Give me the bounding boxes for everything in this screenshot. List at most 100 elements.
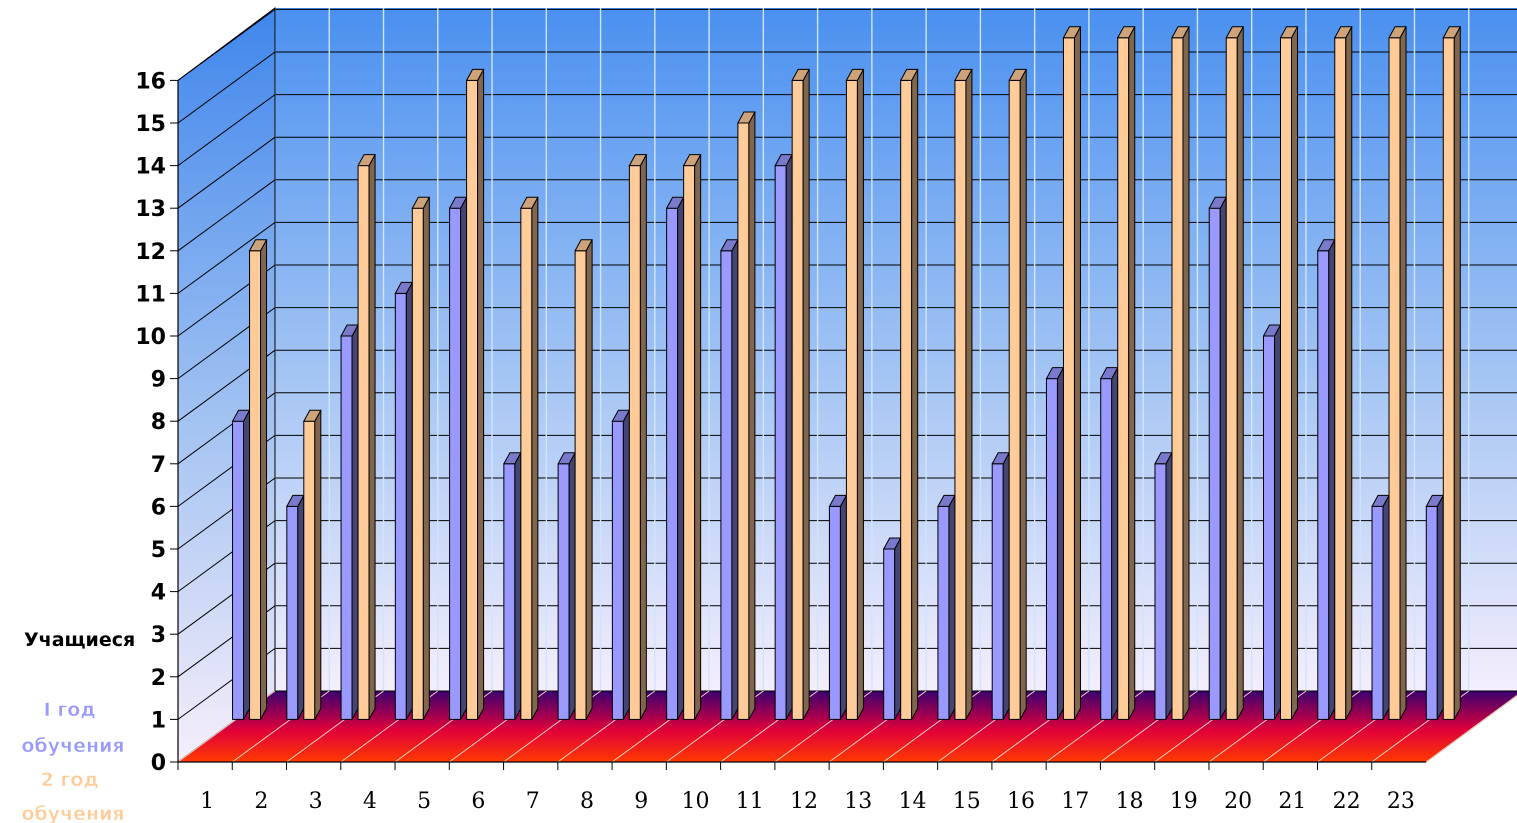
bar-s2-6 xyxy=(520,196,539,720)
bar-front xyxy=(1225,37,1238,720)
bar-side xyxy=(1345,26,1353,720)
bar-top xyxy=(737,111,756,124)
bar-side xyxy=(1399,26,1407,720)
x-tick-1: 1 xyxy=(200,789,214,814)
bar-s1-6 xyxy=(503,452,522,720)
bar-front xyxy=(937,505,950,720)
bar-side xyxy=(948,495,956,720)
bar-top xyxy=(248,239,268,252)
bars xyxy=(231,26,1462,720)
bar-s2-22 xyxy=(1388,26,1407,720)
y-tick-1: 1 xyxy=(151,708,166,733)
x-tick-5: 5 xyxy=(417,789,431,814)
bar-top xyxy=(1116,26,1136,39)
x-tick-19: 19 xyxy=(1170,789,1198,814)
bar-side xyxy=(1436,495,1444,720)
x-tick-8: 8 xyxy=(580,789,594,814)
x-tick-11: 11 xyxy=(736,789,764,814)
y-tick-15: 15 xyxy=(135,112,166,137)
bar-top xyxy=(899,68,919,81)
bar-top xyxy=(1062,26,1082,39)
x-tick-10: 10 xyxy=(681,789,709,814)
bar-s2-16 xyxy=(1062,26,1082,720)
bar-side xyxy=(1291,26,1299,720)
bar-front xyxy=(557,463,570,720)
y-tick-14: 14 xyxy=(135,155,166,180)
bar-s2-17 xyxy=(1116,26,1136,720)
y-tick-10: 10 xyxy=(135,325,166,350)
x-tick-18: 18 xyxy=(1116,789,1144,814)
bar-s2-9 xyxy=(682,154,702,720)
x-tick-13: 13 xyxy=(844,789,872,814)
bar-s1-9 xyxy=(665,196,685,720)
bar-side xyxy=(243,409,251,720)
bar-s2-2 xyxy=(302,409,322,720)
bar-side xyxy=(894,537,902,720)
y-tick-11: 11 xyxy=(135,282,166,307)
bar-side xyxy=(1165,452,1173,720)
bar-s2-4 xyxy=(411,196,431,720)
bar-front xyxy=(737,122,750,720)
bar-side xyxy=(1128,26,1136,720)
bar-front xyxy=(791,79,804,720)
gridline-side xyxy=(177,94,276,167)
x-tick-16: 16 xyxy=(1007,789,1035,814)
bar-top xyxy=(1008,68,1028,81)
x-tick-20: 20 xyxy=(1224,789,1252,814)
bar-s2-10 xyxy=(737,111,756,720)
bar-front xyxy=(611,420,624,720)
legend-series-1: I год обучения xyxy=(21,699,124,757)
bar-side xyxy=(351,324,359,720)
bar-side xyxy=(839,495,847,720)
bar-s1-2 xyxy=(285,494,305,720)
bar-side xyxy=(785,154,793,720)
bar-side xyxy=(677,196,685,720)
bar-front xyxy=(1425,505,1438,720)
bar-front xyxy=(357,165,370,720)
bar-side xyxy=(1382,495,1390,720)
gridline-side xyxy=(177,8,276,81)
bar-side xyxy=(622,409,630,720)
bar-front xyxy=(666,207,679,720)
bar-front xyxy=(1154,463,1167,720)
bar-front xyxy=(1045,378,1058,720)
bar-s2-11 xyxy=(791,68,811,720)
bar-s1-18 xyxy=(1154,452,1173,720)
bar-s2-1 xyxy=(248,239,268,720)
bar-side xyxy=(405,282,413,720)
y-tick-0: 0 xyxy=(151,751,166,776)
x-tick-14: 14 xyxy=(899,789,927,814)
bar-front xyxy=(1263,335,1276,720)
y-tick-8: 8 xyxy=(151,410,166,435)
gridline-side xyxy=(177,136,276,209)
bar-front xyxy=(340,335,353,720)
y-tick-3: 3 xyxy=(151,623,166,648)
x-tick-labels: 1 2 3 4 5 6 7 8 9 10 11 12 13 14 15 16 17 18 19 20 21 22 23 xyxy=(200,789,1415,814)
bar-front xyxy=(394,292,407,720)
bar-front xyxy=(828,505,841,720)
bar-front xyxy=(900,79,913,720)
bar-front xyxy=(991,463,1004,720)
bar-s1-15 xyxy=(991,452,1011,720)
bar-top xyxy=(302,409,322,422)
bar-side xyxy=(1073,26,1081,720)
bar-side xyxy=(260,239,268,720)
bar-front xyxy=(954,79,967,720)
bar-s1-20 xyxy=(1262,324,1282,720)
bar-side xyxy=(694,154,702,720)
bar-s1-3 xyxy=(340,324,359,720)
bar-top xyxy=(1225,26,1245,39)
y-tick-4: 4 xyxy=(151,581,166,606)
y-tick-9: 9 xyxy=(151,368,166,393)
bar-s2-18 xyxy=(1171,26,1190,720)
bar-s2-20 xyxy=(1279,26,1299,720)
x-tick-2: 2 xyxy=(254,789,268,814)
bar-front xyxy=(845,79,858,720)
bar-front xyxy=(574,250,587,720)
bar-top xyxy=(411,196,431,209)
bar-side xyxy=(1274,324,1282,720)
bar-s1-21 xyxy=(1316,239,1336,720)
bar-front xyxy=(520,207,533,720)
bar-side xyxy=(585,239,593,720)
